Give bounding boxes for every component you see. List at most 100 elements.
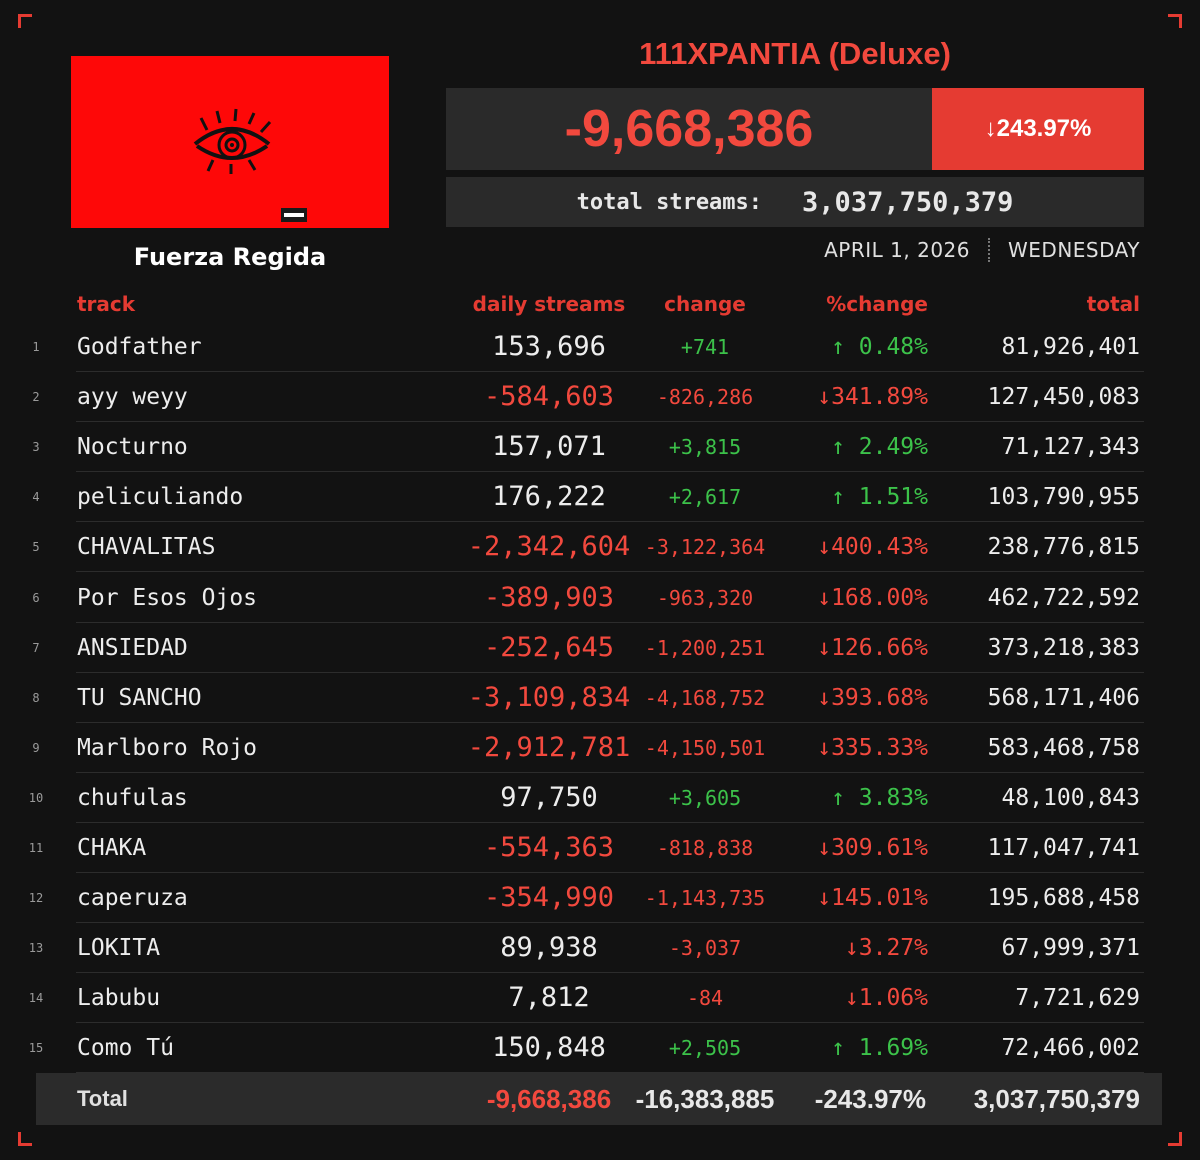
daily-streams-cell: -2,342,604 (467, 531, 631, 563)
track-rank: 1 (32, 340, 40, 354)
track-name: TU SANCHO (77, 684, 202, 711)
row-divider (76, 571, 1144, 573)
track-name: Como Tú (77, 1035, 174, 1062)
percent-change-cell: ↓3.27% (844, 935, 928, 962)
table-row: 11 CHAKA -554,363 -818,838 ↓309.61% 117,047,7… (20, 823, 1144, 873)
track-rank: 7 (32, 640, 40, 655)
table-row: 5 CHAVALITAS -2,342,604 -3,122,364 ↓400.43% 2… (20, 522, 1144, 573)
percent-change-cell: ↓400.43% (817, 534, 928, 561)
daily-streams-cell: 157,071 (492, 431, 606, 463)
change-cell: +741 (680, 335, 730, 359)
daily-streams-cell: 150,848 (492, 1032, 606, 1064)
table-row: 2 ayy weyy -584,603 -826,286 ↓341.89% 127,450… (20, 372, 1144, 423)
corner-mark (1168, 1132, 1182, 1146)
track-rank: 13 (28, 941, 44, 956)
row-divider (76, 771, 1144, 773)
track-rank: 11 (28, 841, 44, 855)
total-cell: 127,450,083 (987, 384, 1140, 411)
change-cell: +2,617 (668, 485, 742, 510)
track-rank: 8 (32, 690, 40, 705)
track-name: Labubu (77, 985, 161, 1012)
percent-change-cell: ↑ 0.48% (831, 334, 928, 360)
total-cell: 72,466,002 (1001, 1035, 1140, 1062)
table-row: 10 chufulas 97,750 +3,605 ↑ 3.83% 48,100,843 (20, 773, 1144, 823)
total-cell: 81,926,401 (1001, 334, 1140, 360)
daily-streams-cell: -584,603 (483, 381, 615, 413)
row-divider (76, 972, 1144, 974)
table-row: 7 ANSIEDAD -252,645 -1,200,251 ↓126.66% 373,2… (20, 623, 1144, 673)
total-cell: 373,218,383 (987, 634, 1140, 661)
row-divider (76, 521, 1144, 523)
table-row: 6 Por Esos Ojos -389,903 -963,320 ↓168.00% 46… (20, 573, 1144, 623)
total-cell: 117,047,741 (987, 835, 1140, 861)
change-cell: -84 (686, 986, 724, 1011)
track-rank: 9 (32, 740, 40, 755)
album-cover (71, 56, 389, 228)
total-cell: 583,468,758 (987, 734, 1140, 761)
change-cell: +2,505 (668, 1036, 742, 1061)
change-cell: +3,815 (668, 435, 742, 460)
table-row: 8 TU SANCHO -3,109,834 -4,168,752 ↓393.68% 56… (20, 673, 1144, 723)
table-row: 3 Nocturno 157,071 +3,815 ↑ 2.49% 71,127,343 (20, 422, 1144, 473)
date-row: APRIL 1, 2026 WEDNESDAY (824, 238, 1140, 262)
track-name: Nocturno (77, 434, 188, 461)
track-name: peliculiando (77, 484, 244, 511)
change-cell: -4,150,501 (644, 735, 766, 760)
total-streams-bar: total streams: 3,037,750,379 (446, 177, 1144, 227)
change-cell: -1,200,251 (644, 635, 766, 660)
change-cell: -963,320 (656, 585, 754, 610)
percent-change-cell: ↓341.89% (817, 384, 928, 411)
totals-daily: -9,668,386 (486, 1084, 612, 1114)
total-streams-label: total streams: (576, 189, 763, 215)
date-separator (988, 238, 990, 262)
percent-change-cell: ↑ 1.69% (831, 1035, 928, 1062)
daily-streams-cell: 89,938 (500, 932, 598, 964)
total-cell: 103,790,955 (987, 484, 1140, 511)
track-rank: 2 (32, 390, 40, 405)
table-row: 1 Godfather 153,696 +741 ↑ 0.48% 81,926,401 (20, 322, 1144, 372)
header-daily-streams: daily streams (472, 292, 626, 316)
daily-streams-cell: -554,363 (483, 832, 615, 863)
row-divider (76, 922, 1144, 924)
header-total: total (1086, 292, 1140, 316)
percent-change-badge: ↓243.97% (932, 88, 1144, 170)
percent-change-cell: ↓335.33% (817, 734, 928, 761)
percent-change-cell: ↓168.00% (817, 584, 928, 611)
daily-streams-cell: 153,696 (492, 331, 606, 362)
percent-change-cell: ↓1.06% (844, 985, 928, 1012)
daily-streams-cell: -2,912,781 (467, 731, 631, 763)
table-row: 4 peliculiando 176,222 +2,617 ↑ 1.51% 103,790… (20, 472, 1144, 523)
corner-mark (1168, 14, 1182, 28)
track-name: ANSIEDAD (77, 634, 188, 661)
daily-streams-value: -9,668,386 (446, 88, 932, 170)
row-divider (76, 721, 1144, 723)
total-cell: 7,721,629 (1015, 985, 1140, 1012)
daily-streams-cell: -389,903 (483, 581, 615, 613)
track-rank: 14 (28, 991, 44, 1006)
weekday-text: WEDNESDAY (1008, 238, 1140, 262)
total-cell: 462,722,592 (987, 584, 1140, 611)
daily-streams-cell: -252,645 (483, 631, 615, 663)
track-name: LOKITA (77, 935, 161, 962)
daily-streams-cell: 176,222 (492, 481, 606, 513)
track-rank: 10 (28, 790, 44, 805)
percent-change-cell: ↓393.68% (817, 684, 928, 711)
track-name: CHAVALITAS (77, 534, 216, 561)
track-rank: 5 (32, 540, 40, 555)
track-name: Marlboro Rojo (77, 734, 258, 761)
table-row: 14 Labubu 7,812 -84 ↓1.06% 7,721,629 (20, 973, 1144, 1024)
table-row: 12 caperuza -354,990 -1,143,735 ↓145.01% 195,… (20, 873, 1144, 924)
album-title: 111XPANTIA (Deluxe) (639, 36, 951, 71)
change-cell: -818,838 (656, 836, 754, 860)
track-rank: 3 (32, 440, 40, 455)
change-cell: -1,143,735 (644, 886, 766, 911)
table-row: 9 Marlboro Rojo -2,912,781 -4,150,501 ↓335.3… (20, 723, 1144, 773)
parental-advisory-icon (281, 208, 307, 222)
table-row: 15 Como Tú 150,848 +2,505 ↑ 1.69% 72,466,002 (20, 1023, 1144, 1074)
artist-name: Fuerza Regida (133, 243, 327, 271)
row-divider (76, 371, 1144, 372)
total-cell: 195,688,458 (987, 885, 1140, 912)
header-track: track (77, 292, 136, 316)
header-change: change (664, 292, 746, 316)
